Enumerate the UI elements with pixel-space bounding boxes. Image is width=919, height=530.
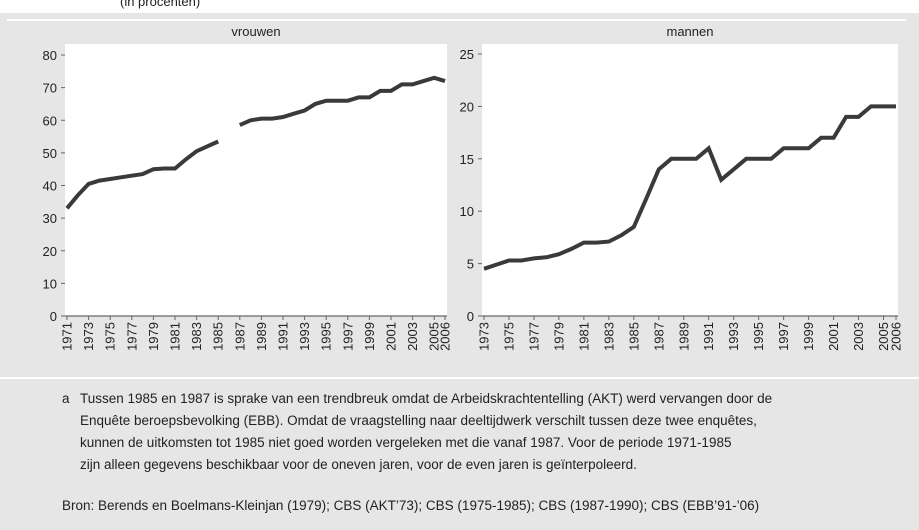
y-tick-label: 20 (460, 99, 474, 114)
x-tick-label: 2003 (851, 322, 866, 351)
x-tick-label: 2006 (438, 322, 453, 351)
x-tick-label: 1989 (254, 322, 269, 351)
y-tick-label: 25 (460, 47, 474, 62)
x-tick-label: 1975 (103, 322, 118, 351)
y-tick-label: 15 (460, 152, 474, 167)
plot-area (65, 44, 447, 316)
x-tick-label: 1981 (168, 322, 183, 351)
chart-title: mannen (667, 24, 714, 39)
footnote-line: zijn alleen gegevens beschikbaar voor de… (80, 457, 637, 472)
x-tick-label: 1989 (676, 322, 691, 351)
y-tick-label: 5 (467, 257, 474, 272)
x-tick-label: 1999 (801, 322, 816, 351)
x-tick-label: 2001 (826, 322, 841, 351)
x-tick-label: 1983 (189, 322, 204, 351)
x-tick-label: 1985 (211, 322, 226, 351)
line (483, 104, 896, 271)
x-tick-label: 2003 (405, 322, 420, 351)
y-tick-label: 30 (43, 211, 57, 226)
x-tick-label: 2001 (384, 322, 399, 351)
header-band (0, 0, 919, 12)
y-tick-label: 10 (460, 204, 474, 219)
footnote-line: Enquête beroepsbevolking (EBB). Omdat de… (80, 413, 757, 428)
y-tick-label: 20 (43, 244, 57, 259)
footnote-line: Tussen 1985 en 1987 is sprake van een tr… (80, 391, 772, 406)
y-tick-label: 0 (50, 309, 57, 324)
x-tick-label: 1979 (146, 322, 161, 351)
line (65, 75, 446, 210)
x-tick-label: 1999 (362, 322, 377, 351)
header: (in procenten) (120, 0, 200, 9)
y-tick-label: 0 (467, 309, 474, 324)
x-tick-label: 1993 (297, 322, 312, 351)
x-tick-label: 1975 (501, 322, 516, 351)
x-tick-label: 1983 (601, 322, 616, 351)
footnote-marker: a (62, 391, 70, 406)
x-tick-label: 1995 (319, 322, 334, 351)
x-tick-label: 1995 (751, 322, 766, 351)
x-tick-label: 2006 (889, 322, 904, 351)
x-tick-label: 1973 (81, 322, 96, 351)
x-tick-label: 1979 (551, 322, 566, 351)
x-tick-label: 1977 (124, 322, 139, 351)
x-tick-label: 1973 (477, 322, 492, 351)
y-tick-label: 50 (43, 146, 57, 161)
x-tick-label: 1997 (776, 322, 791, 351)
x-tick-label: 1985 (626, 322, 641, 351)
x-tick-label: 1987 (232, 322, 247, 351)
y-tick-label: 80 (43, 48, 57, 63)
x-tick-label: 1997 (340, 322, 355, 351)
footnote-line: kunnen de uitkomsten tot 1985 niet goed … (80, 435, 731, 450)
x-tick-label: 2005 (427, 322, 442, 351)
plot-area (482, 44, 898, 316)
x-tick-label: 2005 (876, 322, 891, 351)
x-tick-label: 1971 (60, 322, 75, 351)
chart-title: vrouwen (231, 24, 280, 39)
y-tick-label: 10 (43, 276, 57, 291)
y-tick-label: 60 (43, 113, 57, 128)
source: Bron: Berends en Boelmans-Kleinjan (1979… (62, 498, 759, 513)
x-tick-label: 1991 (701, 322, 716, 351)
x-tick-label: 1977 (526, 322, 541, 351)
x-tick-label: 1981 (576, 322, 591, 351)
y-tick-label: 40 (43, 179, 57, 194)
x-tick-label: 1993 (726, 322, 741, 351)
x-tick-label: 1987 (651, 322, 666, 351)
y-tick-label: 70 (43, 81, 57, 96)
x-tick-label: 1991 (276, 322, 291, 351)
